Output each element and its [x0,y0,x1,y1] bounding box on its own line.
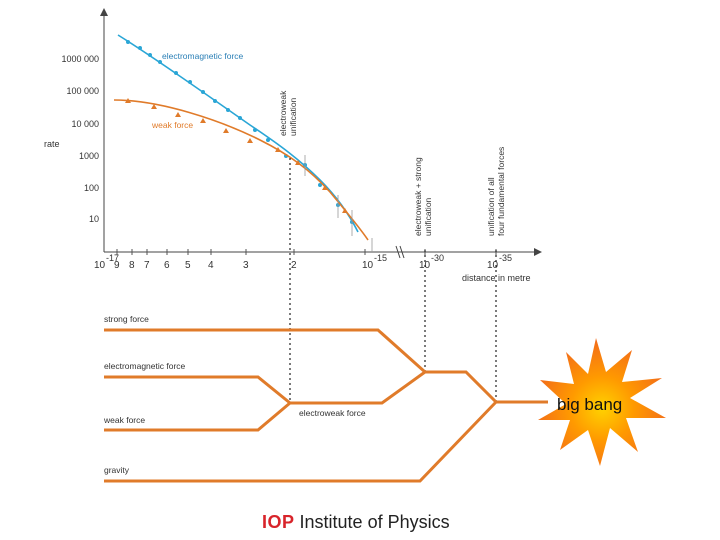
gravity-line [104,400,498,483]
x-tick-marks [116,249,497,255]
iop-brand: IOP [262,512,295,532]
y-tick-label: 100 000 [66,86,99,96]
y-tick-label: 10 000 [71,119,99,129]
x-tick-label: 3 [243,260,249,271]
unification-guides [289,158,497,402]
x-tick-label: 9 [114,260,120,271]
x-tick-exponent: -17 [106,253,119,263]
x-tick-label: 4 [208,260,214,271]
error-bars [304,155,373,252]
x-tick-label: 5 [185,260,191,271]
x-tick-exponent: -30 [431,253,444,263]
y-axis-arrow [100,8,108,16]
annotation-ew-strong-2: unification [423,197,433,236]
annotation-electroweak-1: electroweak [278,90,288,136]
force-label-weak: weak force [103,415,145,425]
annotation-ew-strong-1: electroweak + strong [413,157,423,236]
x-axis-break-1 [395,245,401,259]
annotation-all-forces-2: four fundamental forces [496,147,506,236]
em-force-points [126,40,354,224]
chart-axes [100,8,542,259]
x-tick-label: 7 [144,260,150,271]
y-tick-label: 1000 000 [61,54,99,64]
em-force-curve [117,34,359,233]
force-label-electromagnetic: electromagnetic force [104,361,186,371]
annotation-all-forces-1: unification of all [486,177,496,236]
weak-series-label: weak force [151,120,193,130]
x-axis-label: distance in metre [462,273,531,283]
x-tick-exponent: -15 [374,253,387,263]
electroweak-line [290,370,426,405]
force-lines [104,328,548,483]
x-tick-label: 6 [164,260,170,271]
y-axis-label: rate [44,139,60,149]
iop-footer-logo: IOP Institute of Physics [262,512,450,533]
weak-force-points [125,98,348,213]
y-tick-label: 10 [89,214,99,224]
iop-brand-text: Institute of Physics [299,512,450,532]
x-tick-label: 10 [362,260,374,271]
x-axis-arrow [534,248,542,256]
electromagnetic-force-line [104,375,291,405]
x-tick-label: 10 [94,260,106,271]
x-tick-label: 2 [291,260,297,271]
em-series-label: electromagnetic force [162,51,244,61]
strong-force-line [104,328,426,374]
big-bang-label: big bang [557,395,622,414]
x-tick-label: 10 [487,260,499,271]
annotation-electroweak-2: unification [288,97,298,136]
electroweak-force-label: electroweak force [299,408,366,418]
force-label-strong: strong force [104,314,149,324]
force-label-gravity: gravity [104,465,130,475]
x-axis-break-2 [399,245,405,259]
y-tick-label: 100 [84,183,99,193]
x-tick-label: 8 [129,260,135,271]
x-tick-exponent: -35 [499,253,512,263]
weak-force-line [104,401,291,432]
ew-strong-line [425,370,498,404]
big-bang-burst-icon [538,338,666,466]
y-tick-label: 1000 [79,151,99,161]
